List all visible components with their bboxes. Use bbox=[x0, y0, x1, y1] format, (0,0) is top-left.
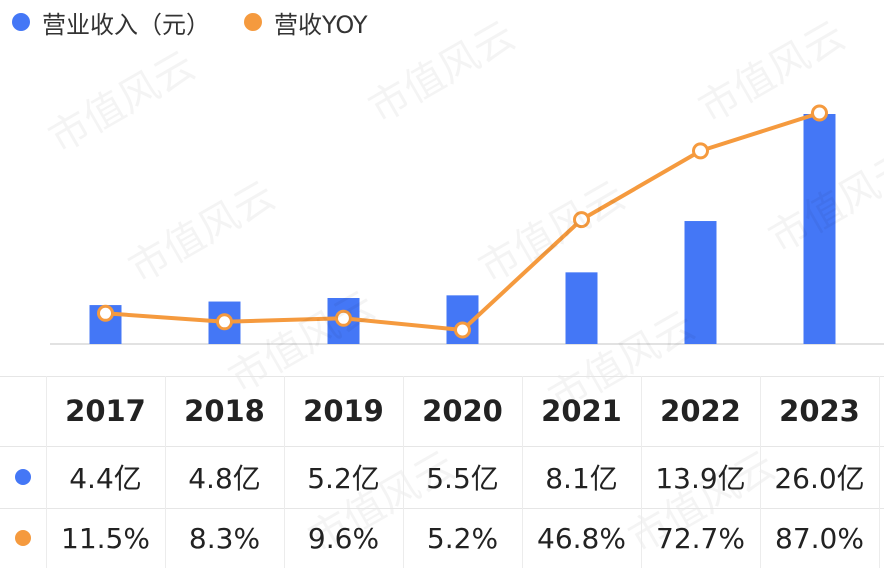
yoy-point-2022[interactable] bbox=[692, 142, 709, 160]
yoy-cell: 8.3% bbox=[188, 521, 261, 555]
revenue-yoy-chart bbox=[50, 104, 884, 345]
yoy-point-2017[interactable] bbox=[97, 304, 114, 322]
yoy-cell: 5.2% bbox=[426, 521, 499, 555]
revenue-bar-2021[interactable] bbox=[565, 272, 598, 344]
yoy-point-2021[interactable] bbox=[573, 211, 590, 229]
yoy-cell: 46.8% bbox=[537, 521, 626, 555]
year-cell: 2021 bbox=[541, 394, 622, 428]
year-cell: 2020 bbox=[422, 394, 503, 428]
yoy-cell: 72.7% bbox=[656, 521, 745, 555]
legend: 营业收入（元） 营收YOY bbox=[12, 5, 368, 40]
year-cell: 2023 bbox=[779, 394, 860, 428]
legend-item-revenue[interactable]: 营业收入（元） bbox=[12, 5, 210, 40]
yoy-cell: 87.0% bbox=[775, 521, 864, 555]
yoy-point-2019[interactable] bbox=[335, 309, 352, 327]
yoy-row-marker bbox=[0, 508, 46, 568]
revenue-cell: 26.0亿 bbox=[774, 462, 865, 495]
year-cell: 2022 bbox=[660, 394, 741, 428]
year-cell: 2018 bbox=[184, 394, 265, 428]
legend-item-yoy[interactable]: 营收YOY bbox=[244, 5, 368, 40]
yoy-cell: 11.5% bbox=[61, 521, 150, 555]
yoy-point-2020[interactable] bbox=[454, 321, 471, 339]
yoy-cell: 9.6% bbox=[307, 521, 380, 555]
revenue-row-marker bbox=[0, 446, 46, 508]
revenue-cell: 13.9亿 bbox=[655, 462, 746, 495]
legend-label-yoy: 营收YOY bbox=[274, 10, 368, 39]
legend-dot-revenue bbox=[12, 13, 30, 31]
table-row-revenue: 4.4亿 4.8亿 5.2亿 5.5亿 8.1亿 13.9亿 26.0亿 bbox=[0, 446, 884, 508]
yoy-point-2018[interactable] bbox=[216, 313, 233, 331]
year-cell: 2019 bbox=[303, 394, 384, 428]
revenue-cell: 4.4亿 bbox=[69, 462, 142, 495]
revenue-cell: 5.5亿 bbox=[426, 462, 499, 495]
table-row-years: 2017 2018 2019 2020 2021 2022 2023 bbox=[0, 376, 884, 446]
legend-dot-yoy bbox=[244, 13, 262, 31]
revenue-bar-2022[interactable] bbox=[684, 221, 717, 344]
revenue-cell: 8.1亿 bbox=[545, 462, 618, 495]
table-row-yoy: 11.5% 8.3% 9.6% 5.2% 46.8% 72.7% 87.0% bbox=[0, 508, 884, 568]
table-corner bbox=[0, 376, 46, 446]
revenue-cell: 5.2亿 bbox=[307, 462, 380, 495]
year-cell: 2017 bbox=[65, 394, 146, 428]
yoy-point-2023[interactable] bbox=[811, 104, 828, 122]
revenue-cell: 4.8亿 bbox=[188, 462, 261, 495]
legend-label-revenue: 营业收入（元） bbox=[42, 10, 210, 39]
revenue-bullet-icon bbox=[15, 469, 31, 485]
yoy-bullet-icon bbox=[15, 530, 31, 546]
data-table: 2017 2018 2019 2020 2021 2022 2023 4.4亿 … bbox=[0, 376, 884, 568]
revenue-bar-2023[interactable] bbox=[803, 114, 836, 344]
